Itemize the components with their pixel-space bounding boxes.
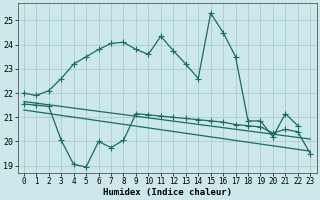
X-axis label: Humidex (Indice chaleur): Humidex (Indice chaleur)	[103, 188, 232, 197]
